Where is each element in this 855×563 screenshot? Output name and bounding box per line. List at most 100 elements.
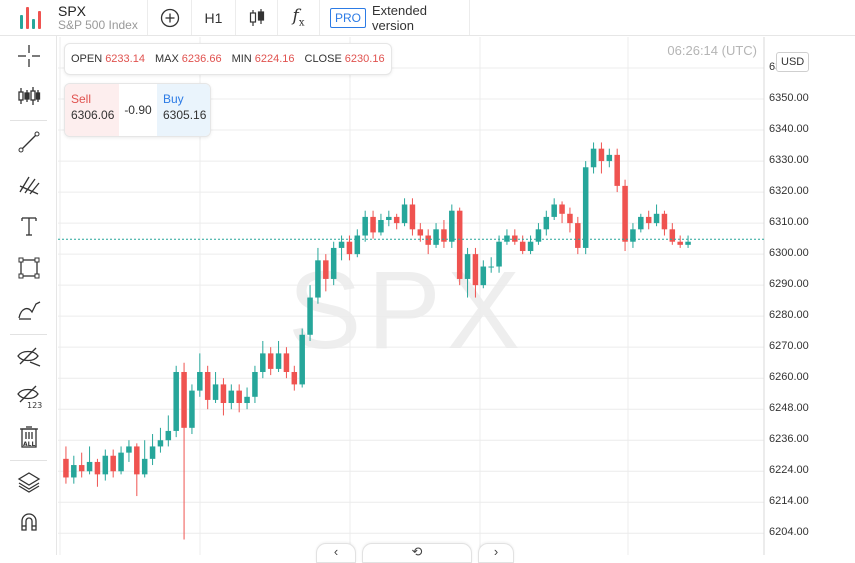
candle-body	[71, 465, 77, 478]
svg-text:123: 123	[27, 401, 42, 409]
max-value: 6236.66	[181, 53, 222, 65]
candle-body	[441, 229, 447, 242]
add-compare-button[interactable]	[148, 0, 192, 35]
price-tick-label: 6330.00	[769, 154, 809, 167]
candle-body	[157, 440, 164, 447]
reset-chart-button[interactable]: ⟲	[362, 543, 472, 563]
indicators-tool[interactable]	[0, 76, 57, 116]
candle-body	[590, 148, 597, 168]
text-icon	[20, 217, 37, 236]
price-tick-label: 6350.00	[769, 92, 809, 105]
scroll-right-button[interactable]: ›	[478, 543, 514, 563]
candle-body	[118, 452, 124, 472]
rectangle-icon	[18, 257, 39, 279]
hide-levels-tool[interactable]: 123	[0, 376, 57, 416]
candle-body	[181, 371, 187, 428]
candle-body	[504, 235, 510, 242]
open-label: OPEN	[71, 53, 103, 65]
candle-body	[685, 241, 691, 245]
candle-body	[598, 148, 605, 162]
layers-tool[interactable]	[0, 462, 57, 502]
function-icon: fx	[292, 6, 305, 29]
candle-body	[409, 204, 416, 230]
candle-body	[173, 371, 179, 431]
candle-body	[212, 384, 219, 400]
plus-circle-icon	[160, 8, 179, 27]
candle-body	[472, 254, 479, 286]
trendline-tool[interactable]	[0, 122, 57, 162]
scroll-left-button[interactable]: ‹	[316, 543, 356, 563]
extended-version-button[interactable]: PRO Extended version	[320, 0, 470, 35]
delete-all-tool[interactable]: ALL	[0, 418, 57, 458]
chart-type-button[interactable]	[236, 0, 278, 35]
price-tick-label: 6340.00	[769, 123, 809, 136]
candle-body	[519, 241, 526, 252]
currency-badge[interactable]: USD	[776, 52, 810, 72]
symbol-name: S&P 500 Index	[58, 17, 138, 32]
candle-body	[141, 458, 148, 475]
candle-body	[630, 229, 636, 242]
price-tick-label: 6224.00	[769, 464, 809, 477]
candle-body	[260, 353, 266, 372]
candle-body	[228, 390, 235, 404]
candle-body	[94, 461, 101, 475]
price-chart[interactable]	[58, 37, 855, 555]
chart-area[interactable]: SPX 6360.006350.006340.006330.006320.006…	[58, 37, 855, 563]
svg-text:ALL: ALL	[23, 441, 35, 448]
candle-body	[244, 396, 250, 404]
text-tool[interactable]	[0, 206, 57, 246]
buy-label: Buy	[163, 92, 184, 106]
min-value: 6224.16	[254, 53, 295, 65]
price-tick-label: 6204.00	[769, 526, 809, 539]
candle-body	[252, 371, 258, 397]
candle-body	[370, 216, 376, 233]
drawing-tools-sidebar: 123 ALL	[0, 36, 57, 555]
hide-drawings-tool[interactable]	[0, 336, 57, 376]
candle-body	[330, 247, 337, 279]
trade-panel: Sell 6306.06 -0.90 Buy 6305.16	[64, 83, 211, 137]
close-value: 6230.16	[344, 53, 385, 65]
price-tick-label: 6280.00	[769, 309, 809, 322]
ohlc-legend: OPEN 6233.14 MAX 6236.66 MIN 6224.16 CLOSE 6…	[64, 43, 392, 75]
candle-body	[299, 334, 305, 385]
candle-body	[551, 204, 557, 217]
candle-body	[527, 241, 534, 252]
candle-body	[149, 446, 156, 459]
candle-body	[386, 216, 392, 221]
magnet-tool[interactable]	[0, 502, 57, 542]
indicators-icon	[17, 87, 40, 105]
candle-body	[78, 465, 85, 472]
sell-button[interactable]: Sell 6306.06	[65, 84, 119, 136]
candle-body	[645, 216, 652, 224]
symbol-selector[interactable]: SPX S&P 500 Index	[0, 0, 148, 35]
rectangle-tool[interactable]	[0, 248, 57, 288]
candle-body	[283, 353, 290, 372]
buy-price: 6305.16	[163, 108, 207, 122]
price-tick-label: 6214.00	[769, 495, 809, 508]
candle-body	[126, 446, 132, 453]
brush-icon	[17, 301, 40, 320]
candle-body	[134, 446, 140, 475]
hide-levels-icon: 123	[16, 385, 42, 409]
price-tick-label: 6248.00	[769, 402, 809, 415]
candle-body	[425, 235, 431, 245]
candle-body	[307, 297, 313, 335]
candle-body	[567, 213, 573, 224]
crosshair-tool[interactable]	[0, 36, 57, 76]
pro-badge: PRO	[330, 7, 367, 28]
candle-body	[433, 229, 439, 245]
candle-body	[338, 241, 345, 248]
brush-tool[interactable]	[0, 290, 57, 330]
fib-tool[interactable]	[0, 164, 57, 204]
candle-body	[559, 204, 565, 214]
price-tick-label: 6300.00	[769, 247, 809, 260]
timeframe-button[interactable]: H1	[192, 0, 236, 35]
sell-price: 6306.06	[71, 108, 115, 122]
candle-body	[512, 235, 518, 242]
candle-body	[401, 204, 408, 224]
indicators-fx-button[interactable]: fx	[278, 0, 320, 35]
candle-body	[622, 185, 628, 242]
symbol-ticker: SPX	[58, 2, 87, 19]
utc-clock: 06:26:14 (UTC)	[667, 43, 757, 58]
buy-button[interactable]: Buy 6305.16	[157, 84, 210, 136]
